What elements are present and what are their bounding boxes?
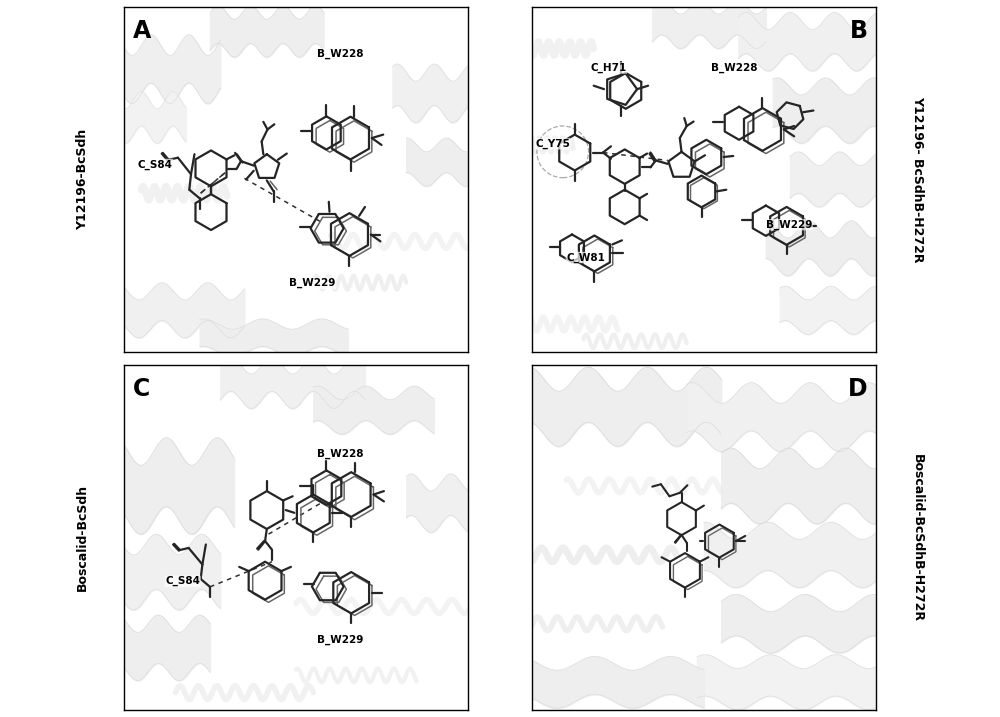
Text: B: B: [850, 19, 868, 43]
Text: B_W228: B_W228: [317, 449, 363, 459]
Text: C_S84: C_S84: [165, 576, 200, 587]
Text: C_W81: C_W81: [566, 252, 605, 262]
Text: B_W228: B_W228: [711, 63, 757, 73]
Text: Boscalid-BcSdhB-H272R: Boscalid-BcSdhB-H272R: [911, 454, 924, 622]
Text: C_Y75: C_Y75: [535, 138, 570, 149]
Text: C: C: [132, 377, 150, 402]
Text: C_H71: C_H71: [590, 63, 627, 73]
Text: A: A: [132, 19, 151, 43]
Text: Boscalid-BcSdh: Boscalid-BcSdh: [76, 484, 89, 592]
Text: C_S84: C_S84: [138, 159, 173, 170]
Text: Y12196-BcSdh: Y12196-BcSdh: [76, 129, 89, 230]
Text: B_W229: B_W229: [289, 278, 336, 288]
Text: B_W228: B_W228: [317, 49, 363, 60]
Text: D: D: [848, 377, 868, 402]
Text: Y12196- BcSdhB-H272R: Y12196- BcSdhB-H272R: [911, 96, 924, 262]
Text: B_W229: B_W229: [317, 635, 363, 645]
Text: B_W229: B_W229: [766, 219, 812, 230]
